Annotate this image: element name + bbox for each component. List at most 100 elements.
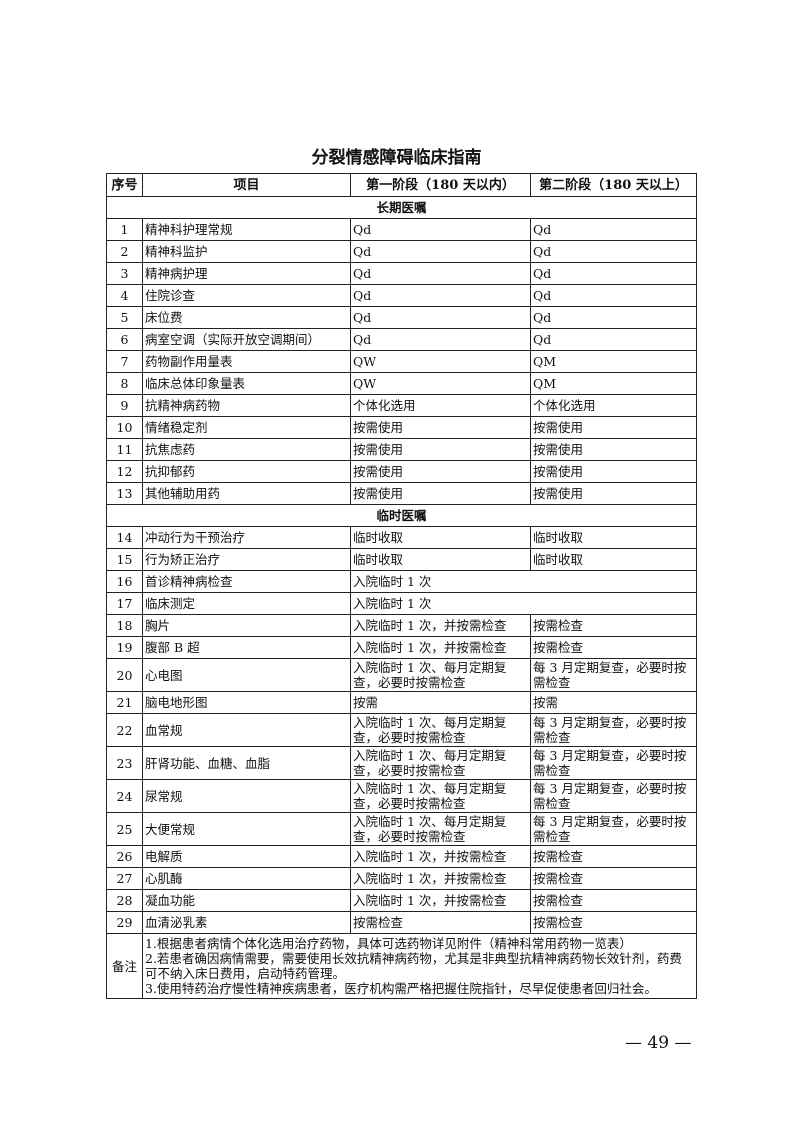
- row-item: 床位费: [142, 306, 351, 329]
- table-row: 2 精神科监护 Qd Qd: [106, 240, 697, 263]
- table-row: 28 凝血功能 入院临时 1 次，并按需检查 按需检查: [106, 889, 697, 912]
- table-row: 25 大便常规 入院临时 1 次、每月定期复查，必要时按需检查每 3 月定期复查，必…: [106, 812, 697, 846]
- row-stage-two: Qd: [530, 284, 697, 307]
- row-stage-one: 按需使用: [350, 438, 531, 461]
- row-item: 腹部 B 超: [142, 636, 351, 659]
- table-row: 1 精神科护理常规 Qd Qd: [106, 218, 697, 241]
- row-stage-one: Qd: [350, 284, 531, 307]
- row-number: 26: [106, 845, 143, 868]
- document-title: 分裂情感障碍临床指南: [311, 148, 482, 168]
- table-row: 21 脑电地形图 按需 按需: [106, 691, 697, 714]
- row-stage-one: 入院临时 1 次: [350, 592, 697, 615]
- row-number: 22: [106, 713, 143, 747]
- header-item: 项目: [142, 173, 351, 197]
- row-stage-two: 按需使用: [530, 460, 697, 483]
- row-stage-one: 个体化选用: [350, 394, 531, 417]
- row-stage-two: 按需检查: [530, 911, 697, 934]
- row-number: 3: [106, 262, 143, 285]
- row-stage-one: 入院临时 1 次、每月定期复查，必要时按需检查: [350, 658, 531, 692]
- row-stage-two: 按需使用: [530, 482, 697, 505]
- row-number: 1: [106, 218, 143, 241]
- row-number: 8: [106, 372, 143, 395]
- row-stage-one: QW: [350, 350, 531, 373]
- row-item: 心肌酶: [142, 867, 351, 890]
- row-number: 29: [106, 911, 143, 934]
- row-stage-one: 临时收取: [350, 548, 531, 571]
- row-stage-one: 入院临时 1 次、每月定期复查，必要时按需检查: [350, 746, 531, 780]
- row-item: 凝血功能: [142, 889, 351, 912]
- row-item: 病室空调（实际开放空调期间）: [142, 328, 351, 351]
- row-item: 抗抑郁药: [142, 460, 351, 483]
- row-stage-two: 临时收取: [530, 526, 697, 549]
- row-number: 6: [106, 328, 143, 351]
- table-row: 5 床位费 Qd Qd: [106, 306, 697, 329]
- row-stage-two: 个体化选用: [530, 394, 697, 417]
- row-stage-two: Qd: [530, 306, 697, 329]
- row-item: 精神科监护: [142, 240, 351, 263]
- row-stage-two: 按需使用: [530, 416, 697, 439]
- row-number: 14: [106, 526, 143, 549]
- row-stage-one: 入院临时 1 次，并按需检查: [350, 845, 531, 868]
- row-stage-two: 每 3 月定期复查，必要时按需检查: [530, 746, 697, 780]
- table-row: 14 冲动行为干预治疗 临时收取 临时收取: [106, 526, 697, 549]
- guideline-table: 序号 项目 第一阶段（180 天以内） 第二阶段（180 天以上） 长期医嘱 1 精…: [106, 173, 697, 999]
- header-stage-two: 第二阶段（180 天以上）: [530, 173, 697, 197]
- table-row: 9 抗精神病药物 个体化选用 个体化选用: [106, 394, 697, 417]
- row-stage-two: Qd: [530, 328, 697, 351]
- header-stage-one: 第一阶段（180 天以内）: [350, 173, 531, 197]
- row-number: 2: [106, 240, 143, 263]
- table-row: 8 临床总体印象量表 QW QM: [106, 372, 697, 395]
- row-stage-one: 按需使用: [350, 416, 531, 439]
- row-stage-one: 临时收取: [350, 526, 531, 549]
- row-stage-one: 按需: [350, 691, 531, 714]
- row-item: 住院诊查: [142, 284, 351, 307]
- row-stage-one: 入院临时 1 次: [350, 570, 697, 593]
- row-stage-one: Qd: [350, 328, 531, 351]
- row-number: 7: [106, 350, 143, 373]
- row-item: 尿常规: [142, 779, 351, 813]
- row-item: 其他辅助用药: [142, 482, 351, 505]
- table-row: 23 肝肾功能、血糖、血脂 入院临时 1 次、每月定期复查，必要时按需检查每 3 月…: [106, 746, 697, 780]
- table-row: 16 首诊精神病检查 入院临时 1 次: [106, 570, 697, 593]
- note-line: 2.若患者确因病情需要，需要使用长效抗精神病药物，尤其是非典型抗精神病药物长效针…: [145, 951, 682, 981]
- row-stage-one: 按需使用: [350, 482, 531, 505]
- row-number: 24: [106, 779, 143, 813]
- row-stage-one: 入院临时 1 次，并按需检查: [350, 636, 531, 659]
- row-item: 临床总体印象量表: [142, 372, 351, 395]
- table-row: 17 临床测定 入院临时 1 次: [106, 592, 697, 615]
- row-stage-two: 每 3 月定期复查，必要时按需检查: [530, 658, 697, 692]
- row-item: 临床测定: [142, 592, 351, 615]
- row-item: 药物副作用量表: [142, 350, 351, 373]
- row-number: 25: [106, 812, 143, 846]
- row-stage-two: 临时收取: [530, 548, 697, 571]
- notes-label: 备注: [106, 933, 143, 999]
- row-stage-one: 入院临时 1 次，并按需检查: [350, 614, 531, 637]
- section-header-row: 长期医嘱: [106, 196, 697, 219]
- row-number: 18: [106, 614, 143, 637]
- note-line: 3.使用特药治疗慢性精神疾病患者，医疗机构需严格把握住院指针，尽早促使患者回归社…: [145, 981, 657, 996]
- row-stage-two: 按需检查: [530, 867, 697, 890]
- row-item: 抗焦虑药: [142, 438, 351, 461]
- row-number: 27: [106, 867, 143, 890]
- row-number: 9: [106, 394, 143, 417]
- table-row: 13 其他辅助用药 按需使用 按需使用: [106, 482, 697, 505]
- row-number: 4: [106, 284, 143, 307]
- row-item: 胸片: [142, 614, 351, 637]
- row-stage-one: 入院临时 1 次，并按需检查: [350, 867, 531, 890]
- row-number: 5: [106, 306, 143, 329]
- row-number: 19: [106, 636, 143, 659]
- row-item: 脑电地形图: [142, 691, 351, 714]
- row-number: 21: [106, 691, 143, 714]
- section-label: 临时医嘱: [106, 504, 697, 527]
- section-header-row: 临时医嘱: [106, 504, 697, 527]
- row-stage-one: 入院临时 1 次、每月定期复查，必要时按需检查: [350, 812, 531, 846]
- table-row: 3 精神病护理 Qd Qd: [106, 262, 697, 285]
- row-stage-two: 按需检查: [530, 636, 697, 659]
- row-number: 15: [106, 548, 143, 571]
- table-header-row: 序号 项目 第一阶段（180 天以内） 第二阶段（180 天以上）: [106, 173, 697, 197]
- row-item: 肝肾功能、血糖、血脂: [142, 746, 351, 780]
- row-item: 大便常规: [142, 812, 351, 846]
- table-row: 22 血常规 入院临时 1 次、每月定期复查，必要时按需检查每 3 月定期复查，必要…: [106, 713, 697, 747]
- table-row: 24 尿常规 入院临时 1 次、每月定期复查，必要时按需检查每 3 月定期复查，必要…: [106, 779, 697, 813]
- row-stage-one: 入院临时 1 次、每月定期复查，必要时按需检查: [350, 779, 531, 813]
